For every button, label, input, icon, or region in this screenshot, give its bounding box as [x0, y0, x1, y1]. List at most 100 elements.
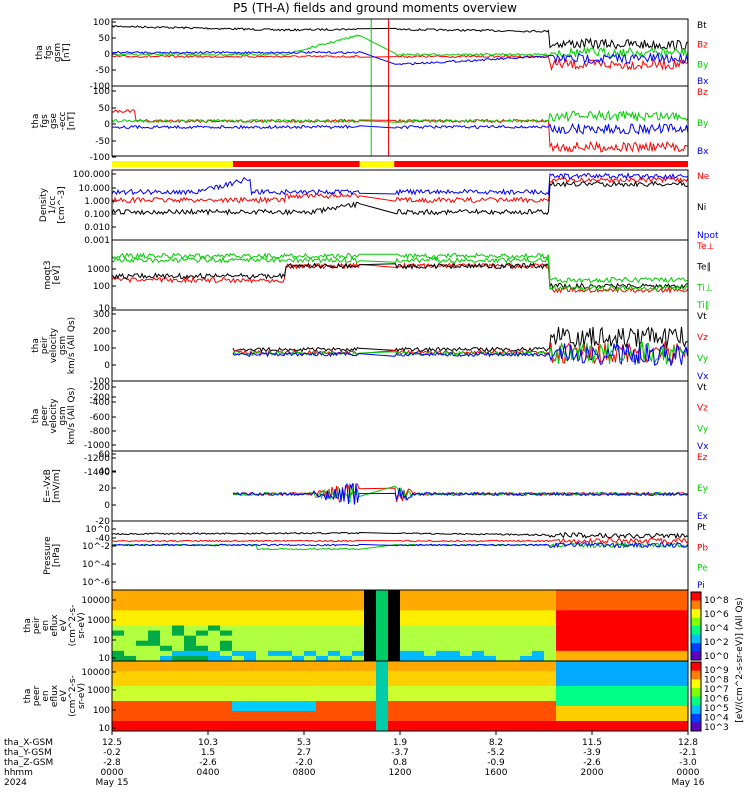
spectrogram-cell — [568, 716, 581, 722]
colorbar-cell — [691, 668, 701, 672]
spectrogram-cell — [616, 640, 629, 647]
spectrogram-cell — [544, 661, 557, 667]
spectrogram-cell — [568, 711, 581, 717]
spectrogram-cell — [112, 640, 125, 647]
spectrogram-cell — [316, 686, 329, 692]
colorbar-cell — [691, 639, 701, 642]
spectrogram-cell — [544, 706, 557, 712]
spectrogram-cell — [316, 726, 329, 731]
spectrogram-cell — [580, 671, 593, 677]
spectrogram-cell — [472, 610, 485, 616]
spectrogram-cell — [136, 721, 149, 727]
spectrogram-cell — [460, 615, 473, 622]
spectrogram-cell — [508, 590, 521, 596]
y-tick-label: 0 — [104, 120, 110, 130]
spectrogram-cell — [604, 625, 617, 632]
spectrogram-cell — [604, 671, 617, 677]
spectrogram-cell — [316, 691, 329, 697]
spectrogram-cell — [340, 726, 353, 731]
spectrogram-cell — [148, 721, 161, 727]
spectrogram-cell — [652, 726, 665, 731]
spectrogram-cell — [652, 630, 665, 637]
colorbar-frame — [690, 591, 702, 661]
colorbar-cell — [691, 619, 701, 622]
spectrogram-cell — [340, 671, 353, 677]
legend-vy: Vy — [697, 354, 709, 364]
spectrogram-cell — [628, 691, 641, 697]
spectrogram-cell — [340, 625, 353, 632]
spectrogram-cell — [628, 676, 641, 682]
spectrogram-cell — [352, 645, 365, 652]
y-axis-label-line: eflux — [50, 614, 60, 637]
spectrogram-cell — [472, 635, 485, 642]
spectrogram-cell — [376, 666, 389, 672]
y-tick-label: 10^-6 — [82, 578, 110, 588]
spectrogram-cell — [124, 625, 137, 632]
legend-vz: Vz — [697, 404, 708, 414]
colorbar-cell — [691, 632, 701, 635]
spectrogram-cell — [652, 655, 665, 661]
spectrogram-cell — [208, 721, 221, 727]
spectrogram-cell — [400, 726, 413, 731]
panel-frame — [111, 85, 689, 157]
spectrogram-cell — [328, 706, 341, 712]
series-line-npot — [112, 171, 688, 196]
spectrogram-cell — [388, 625, 401, 632]
colorbar-ions: 10^810^610^410^210^0 — [690, 591, 729, 662]
spectrogram-cell — [304, 615, 317, 622]
spectrogram-cell — [412, 650, 425, 657]
spectrogram-cell — [460, 655, 473, 661]
spectrogram-cell — [352, 711, 365, 717]
spectrogram-cell — [220, 600, 233, 606]
spectrogram-cell — [196, 716, 209, 722]
spectrogram-cell — [292, 706, 305, 712]
spectrogram-cell — [508, 706, 521, 712]
spectrogram-cell — [232, 620, 245, 627]
spectrogram-cell — [268, 605, 281, 611]
spectrogram-cell — [328, 676, 341, 682]
spectrogram-cell — [412, 716, 425, 722]
spectrogram-cell — [364, 640, 377, 647]
spectrogram-cell — [208, 630, 221, 637]
spectrogram-cell — [424, 686, 437, 692]
spectrogram-cell — [616, 605, 629, 611]
spectrogram-cell — [268, 721, 281, 727]
spectrogram-cell — [268, 726, 281, 731]
spectrogram-cell — [172, 711, 185, 717]
spectrogram-cell — [244, 595, 257, 601]
x-tick-label: 10.3 — [198, 738, 218, 748]
status-bar — [112, 161, 688, 167]
spectrogram-cell — [280, 650, 293, 657]
spectrogram-cell — [544, 666, 557, 672]
colorbar-cell — [691, 694, 701, 697]
spectrogram-cell — [436, 686, 449, 692]
spectrogram-cell — [616, 661, 629, 667]
spectrogram-cell — [640, 696, 653, 702]
spectrogram-cell — [328, 666, 341, 672]
spectrogram-cell — [184, 706, 197, 712]
spectrogram-cell — [340, 600, 353, 606]
y-tick-label: -100 — [90, 377, 111, 387]
spectrogram-cell — [280, 721, 293, 727]
spectrogram-cell — [412, 676, 425, 682]
spectrogram-cell — [556, 610, 569, 616]
spectrogram-cell — [184, 676, 197, 682]
x-tick-label: 0.8 — [393, 758, 408, 768]
spectrogram-cell — [124, 716, 137, 722]
y-axis-label-line: moqt3 — [43, 260, 53, 289]
spectrogram-cell — [232, 625, 245, 632]
spectrogram-cell — [256, 635, 269, 642]
spectrogram-cell — [412, 655, 425, 661]
spectrogram-cell — [124, 701, 137, 707]
colorbar-cell — [691, 679, 701, 682]
spectrogram-cell — [604, 686, 617, 692]
spectrogram-cell — [364, 650, 377, 657]
spectrogram-cell — [352, 696, 365, 702]
spectrogram-cell — [268, 691, 281, 697]
spectrogram-cell — [388, 696, 401, 702]
spectrogram-cell — [532, 661, 545, 667]
spectrogram-cell — [316, 620, 329, 627]
spectrogram-cell — [220, 716, 233, 722]
panel-frame — [111, 169, 689, 241]
